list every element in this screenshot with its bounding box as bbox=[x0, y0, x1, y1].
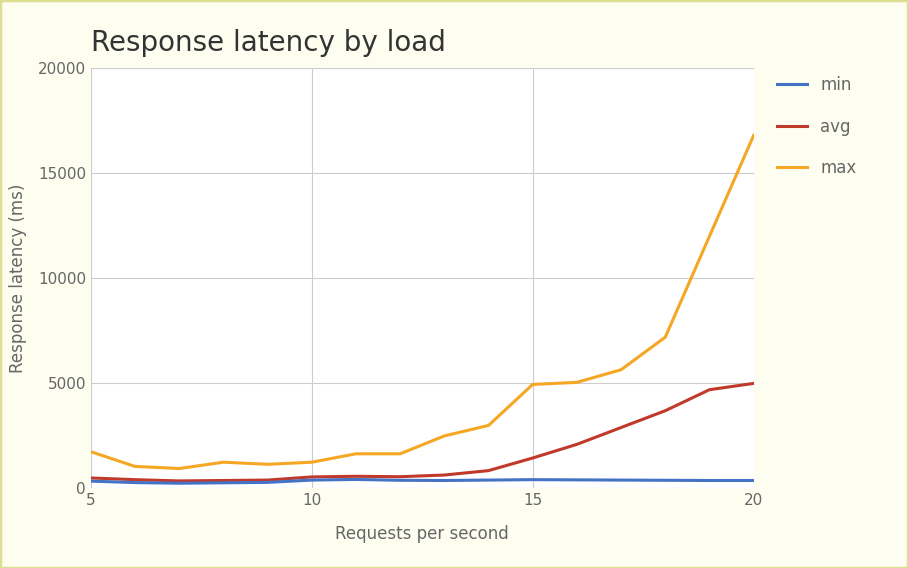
max bbox=[85, 448, 96, 455]
avg bbox=[528, 454, 538, 461]
avg bbox=[130, 476, 141, 483]
min bbox=[704, 477, 715, 484]
max bbox=[130, 463, 141, 470]
avg bbox=[483, 467, 494, 474]
avg bbox=[616, 424, 627, 431]
Legend: min, avg, max: min, avg, max bbox=[768, 68, 864, 185]
max bbox=[350, 450, 361, 457]
max bbox=[660, 334, 671, 341]
avg bbox=[571, 441, 582, 448]
min bbox=[483, 477, 494, 483]
min bbox=[350, 476, 361, 483]
max bbox=[748, 132, 759, 139]
min bbox=[616, 477, 627, 483]
max bbox=[571, 379, 582, 386]
avg bbox=[350, 473, 361, 480]
avg bbox=[748, 380, 759, 387]
avg bbox=[439, 471, 449, 478]
max bbox=[528, 381, 538, 388]
avg bbox=[262, 477, 273, 483]
avg bbox=[395, 473, 406, 480]
Y-axis label: Response latency (ms): Response latency (ms) bbox=[9, 183, 26, 373]
min bbox=[660, 477, 671, 484]
max bbox=[704, 233, 715, 240]
min bbox=[306, 477, 317, 483]
avg bbox=[704, 386, 715, 393]
max bbox=[483, 422, 494, 429]
min bbox=[528, 476, 538, 483]
max bbox=[173, 465, 184, 472]
min bbox=[262, 479, 273, 486]
X-axis label: Requests per second: Requests per second bbox=[335, 525, 509, 543]
Line: min: min bbox=[91, 479, 754, 483]
max bbox=[262, 461, 273, 467]
min bbox=[748, 477, 759, 484]
min bbox=[395, 477, 406, 484]
avg bbox=[660, 407, 671, 414]
avg bbox=[173, 478, 184, 485]
min bbox=[85, 478, 96, 485]
max bbox=[306, 459, 317, 466]
min bbox=[130, 479, 141, 486]
Line: avg: avg bbox=[91, 383, 754, 481]
max bbox=[218, 459, 229, 466]
max bbox=[439, 433, 449, 440]
min bbox=[439, 477, 449, 484]
min bbox=[571, 477, 582, 483]
min bbox=[173, 480, 184, 487]
min bbox=[218, 479, 229, 486]
Line: max: max bbox=[91, 135, 754, 469]
max bbox=[616, 366, 627, 373]
avg bbox=[218, 477, 229, 484]
Text: Response latency by load: Response latency by load bbox=[91, 30, 446, 57]
avg bbox=[85, 475, 96, 482]
max bbox=[395, 450, 406, 457]
avg bbox=[306, 474, 317, 481]
